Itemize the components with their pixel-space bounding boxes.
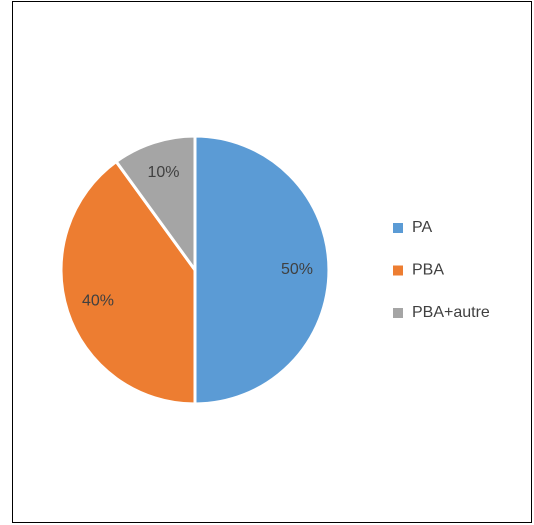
data-label: 50% (281, 261, 313, 278)
legend-label: PA (412, 219, 432, 236)
legend-swatch (393, 308, 403, 318)
pie-slice (59, 160, 197, 406)
legend-label: PBA+autre (412, 304, 490, 321)
data-label: 40% (82, 293, 114, 310)
legend-label: PBA (412, 262, 444, 279)
pie-slice (193, 134, 331, 406)
legend-swatch (393, 265, 403, 276)
pie-slice (114, 134, 197, 272)
data-label: 10% (147, 164, 179, 181)
legend-swatch (393, 223, 403, 233)
